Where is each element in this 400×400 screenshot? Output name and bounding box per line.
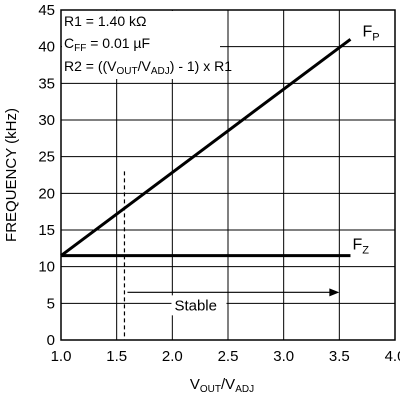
stable-arrowhead xyxy=(329,288,340,297)
y-tick-label: 45 xyxy=(38,2,55,19)
y-tick-label: 30 xyxy=(38,112,55,129)
y-tick-label: 15 xyxy=(38,222,55,239)
y-tick-label: 20 xyxy=(38,185,55,202)
stable-label: Stable xyxy=(174,297,217,314)
x-tick-labels: 1.0 1.5 2.0 2.5 3.0 3.5 4.0 xyxy=(51,348,400,365)
fz-label-background xyxy=(348,233,379,256)
x-axis-label: VOUT/VADJ xyxy=(190,376,254,395)
x-tick-label: 1.0 xyxy=(51,348,72,365)
series-fz-label: FZ xyxy=(352,237,369,257)
fp-label-background xyxy=(358,20,389,45)
x-tick-label: 2.0 xyxy=(162,348,183,365)
series-fp-label: FP xyxy=(362,23,379,43)
x-tick-label: 1.5 xyxy=(106,348,127,365)
y-tick-label: 5 xyxy=(47,295,55,312)
y-tick-label: 10 xyxy=(38,259,55,276)
annotation-r1: R1 = 1.40 kΩ xyxy=(64,13,146,29)
y-axis-label: FREQUENCY (kHz) xyxy=(3,108,20,242)
annotation-cff: CFF = 0.01 µF xyxy=(64,35,150,54)
annotation-box xyxy=(62,11,220,79)
y-tick-label: 25 xyxy=(38,149,55,166)
y-tick-label: 0 xyxy=(47,332,55,349)
series-fp-line xyxy=(60,38,352,257)
y-tick-label: 35 xyxy=(38,75,55,92)
x-tick-label: 2.5 xyxy=(218,348,239,365)
stable-label-background xyxy=(171,295,227,316)
x-tick-label: 3.5 xyxy=(329,348,350,365)
y-tick-labels: 0 5 10 15 20 25 30 35 40 45 xyxy=(38,2,55,349)
y-tick-label: 40 xyxy=(38,39,55,56)
x-tick-label: 3.0 xyxy=(273,348,294,365)
x-tick-label: 4.0 xyxy=(385,348,400,365)
plot-frame xyxy=(60,9,396,341)
annotation-r2: R2 = ((VOUT/VADJ) - 1) x R1 xyxy=(64,58,232,77)
